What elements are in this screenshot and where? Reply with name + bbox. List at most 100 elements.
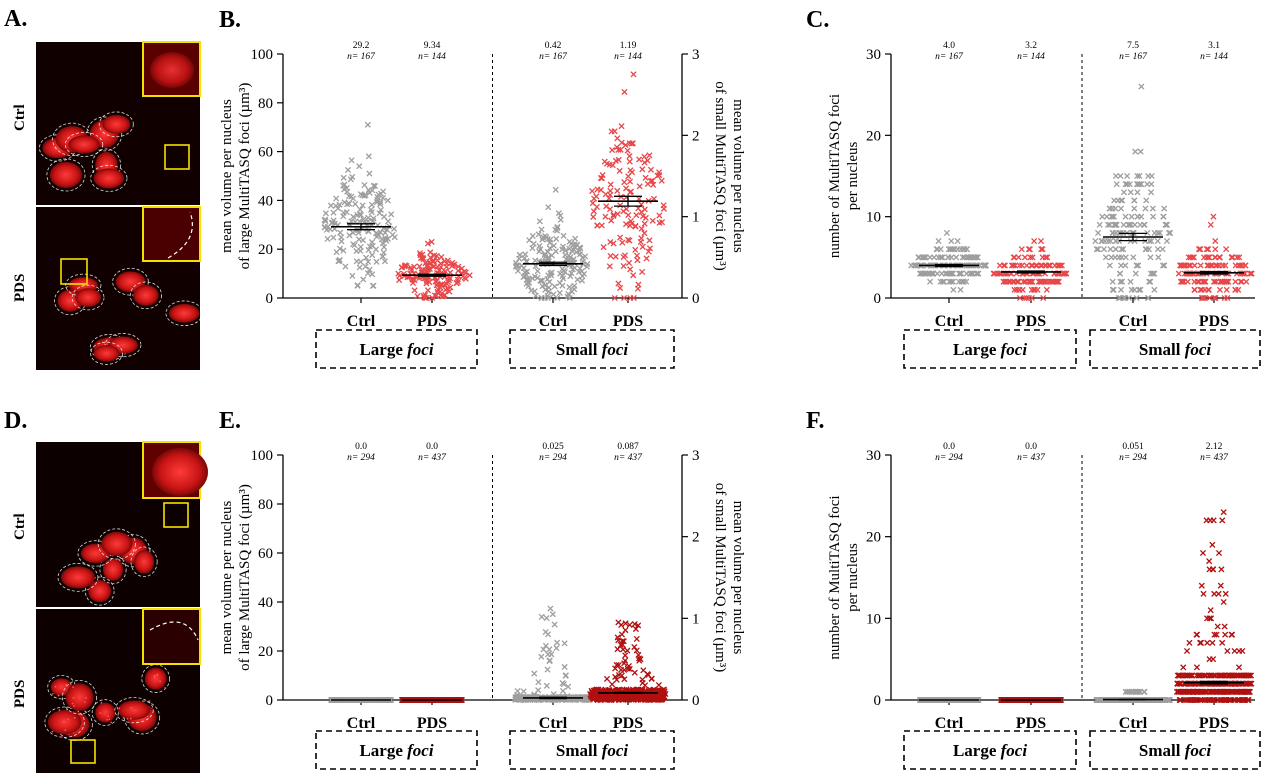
group-label: Small foci (1139, 741, 1212, 760)
data-point (1218, 566, 1225, 573)
data-point (536, 248, 543, 255)
nucleus-outline (90, 164, 128, 192)
data-point (1191, 278, 1198, 285)
focus-dot (61, 734, 64, 737)
data-point (622, 142, 629, 149)
data-point (639, 243, 646, 250)
data-point (1027, 254, 1034, 261)
data-point (365, 153, 372, 160)
data-point (347, 176, 354, 183)
mean-label: 4.0 (943, 41, 955, 51)
data-point (622, 221, 630, 228)
data-point (973, 270, 980, 277)
data-point (370, 282, 377, 289)
data-point (1145, 246, 1153, 253)
data-point (638, 209, 645, 216)
data-point (1118, 254, 1125, 261)
data-point (618, 123, 625, 130)
data-point (606, 206, 614, 213)
panel-letter: B. (219, 7, 241, 33)
data-point (639, 268, 646, 276)
data-point (615, 280, 622, 287)
data-point (561, 663, 568, 671)
data-point (330, 209, 337, 216)
data-point (556, 279, 563, 287)
data-point (1209, 639, 1216, 646)
data-point (1183, 647, 1191, 655)
data-point (545, 204, 552, 211)
data-point (531, 670, 538, 677)
data-point (336, 201, 343, 208)
data-point (1234, 254, 1241, 261)
data-point (1197, 246, 1204, 253)
data-point (1235, 664, 1243, 671)
focus-dot (73, 705, 75, 707)
data-point (1027, 278, 1035, 285)
data-point (1029, 254, 1036, 261)
focus-dot (73, 716, 76, 719)
data-point (1142, 205, 1149, 212)
nucleus-outline (99, 554, 127, 585)
data-point (427, 249, 434, 256)
data-point (1207, 221, 1214, 228)
data-point (1241, 270, 1249, 277)
data-point (520, 265, 527, 272)
focus-dot (108, 718, 111, 720)
y-label-right-1: mean volume per nucleus (730, 99, 746, 253)
data-point (1185, 270, 1192, 277)
data-point (1240, 270, 1247, 277)
data-point (1102, 254, 1109, 261)
data-point (1198, 294, 1205, 302)
data-point (631, 669, 638, 676)
group-label: Large foci (359, 741, 433, 760)
inset-d-ctrl-nucleus (152, 448, 208, 496)
chart-e: E. 0 20 40 60 80 100 0 1 2 3 mean volume per nucleu… (219, 408, 746, 770)
data-point (418, 267, 425, 274)
data-point (377, 201, 384, 208)
data-point (617, 666, 625, 673)
data-point (346, 200, 353, 207)
x-tick-label: PDS (417, 313, 447, 330)
y-tick-label-left: 20 (866, 128, 881, 144)
inset-a-pds (142, 206, 201, 262)
data-point (554, 639, 561, 646)
data-point (1117, 205, 1125, 212)
data-point (1016, 262, 1023, 269)
data-point (1043, 286, 1050, 293)
data-point (648, 675, 655, 682)
data-point (401, 263, 408, 270)
data-point (954, 238, 961, 245)
data-point (424, 287, 431, 294)
data-point (455, 267, 462, 274)
data-point (1156, 229, 1164, 236)
data-point (1220, 598, 1227, 606)
data-point (609, 681, 616, 688)
nucleus-outline (57, 563, 99, 592)
data-point (538, 613, 545, 620)
data-point (551, 283, 558, 290)
data-point (368, 209, 375, 216)
data-point (614, 135, 621, 142)
data-point (958, 270, 965, 277)
data-point (449, 259, 456, 266)
data-point (608, 217, 615, 224)
data-point (644, 157, 651, 164)
data-point (340, 182, 347, 189)
data-point (395, 270, 402, 277)
series-large-ctrl (916, 696, 982, 704)
data-point (1010, 254, 1017, 261)
data-point (610, 240, 617, 247)
data-point (559, 687, 567, 694)
data-point (1163, 238, 1171, 245)
data-point (437, 263, 444, 270)
data-point (1023, 294, 1030, 302)
data-point (1190, 254, 1197, 261)
data-point (606, 195, 613, 202)
data-point (1217, 582, 1224, 589)
data-point (1028, 294, 1035, 302)
data-point (433, 292, 440, 299)
data-point (637, 238, 644, 246)
data-point (642, 214, 649, 221)
data-point (359, 202, 366, 209)
data-point (1243, 278, 1250, 285)
